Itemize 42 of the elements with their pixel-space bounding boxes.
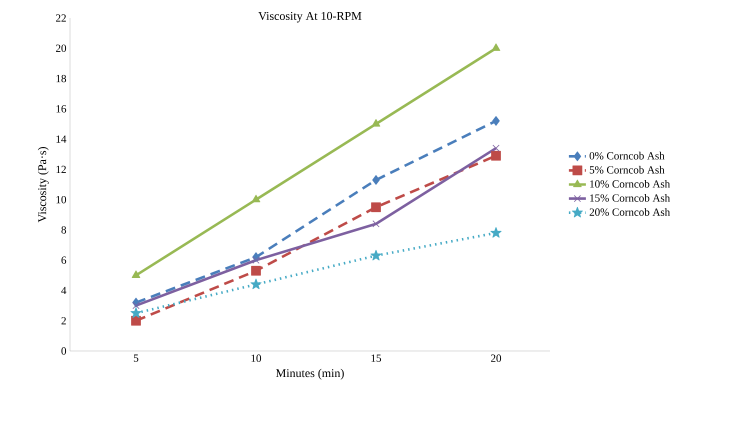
x-tick-label: 15: [371, 354, 382, 362]
chart-title: Viscosity At 10-RPM: [258, 12, 362, 22]
y-tick-label: 20: [56, 44, 66, 52]
legend-label: 15% Corncob Ash: [590, 194, 670, 202]
x-axis-title: Minutes (min): [276, 368, 344, 380]
point: [132, 302, 140, 310]
x-tick-label: 10: [251, 354, 262, 362]
point: [370, 250, 382, 260]
point: [131, 316, 141, 326]
point: [371, 202, 381, 212]
y-tick-label: 16: [56, 105, 66, 112]
legend-label: 0% Corncob Ash: [590, 152, 665, 160]
y-tick-label: 4: [61, 286, 66, 294]
legend-label: 10% Corncob Ash: [590, 180, 670, 188]
legend-label: 20% Corncob Ash: [590, 208, 670, 216]
point: [252, 194, 260, 202]
y-tick-label: 6: [61, 256, 66, 264]
point: [492, 116, 500, 126]
point: [130, 307, 142, 318]
legend-label: 5% Corncob Ash: [590, 166, 665, 174]
point: [132, 270, 140, 278]
y-tick-label: 2: [61, 317, 66, 324]
point: [252, 256, 260, 264]
point: [491, 150, 501, 161]
y-tick-label: 8: [61, 226, 66, 234]
point: [492, 43, 500, 51]
point: [372, 220, 380, 228]
point: [372, 175, 380, 185]
x-tick-label: 5: [134, 354, 138, 362]
y-tick-label: 0: [61, 347, 66, 355]
point: [492, 144, 500, 152]
point: [372, 119, 380, 127]
point: [250, 278, 262, 290]
y-tick-label: 18: [56, 74, 66, 82]
y-tick-label: 10: [56, 196, 66, 204]
y-tick-label: 22: [56, 14, 66, 22]
point: [490, 227, 502, 238]
y-tick-label: 14: [56, 135, 66, 143]
y-axis-title: Viscosity (Pa·s): [38, 147, 49, 222]
x-tick-label: 20: [491, 354, 502, 362]
y-tick-label: 12: [56, 166, 66, 173]
point: [251, 266, 261, 276]
